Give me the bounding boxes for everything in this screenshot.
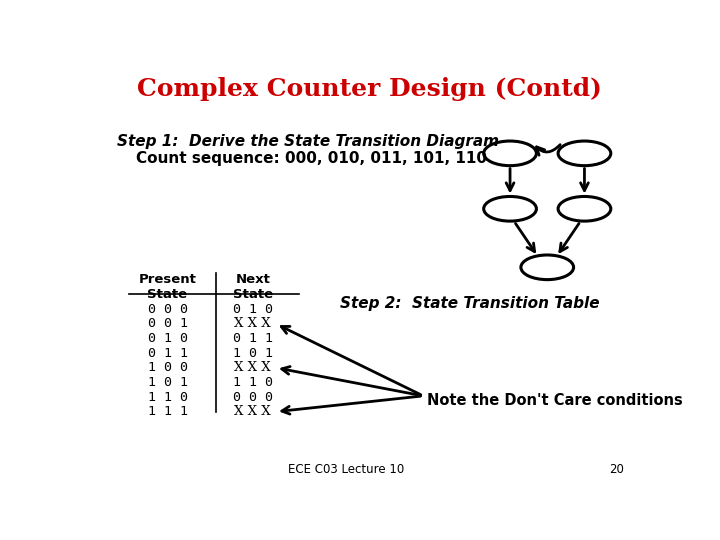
Text: Present
State: Present State [138,273,197,301]
Text: Step 2:  State Transition Table: Step 2: State Transition Table [340,296,600,311]
Text: X X X: X X X [235,405,271,418]
Text: X X X: X X X [235,361,271,374]
Text: Note the Don't Care conditions: Note the Don't Care conditions [427,393,683,408]
Text: Complex Counter Design (Contd): Complex Counter Design (Contd) [137,77,601,102]
Text: 20: 20 [610,463,624,476]
Text: Step 1:  Derive the State Transition Diagram: Step 1: Derive the State Transition Diag… [117,134,499,149]
Text: 0 0 0: 0 0 0 [148,303,187,316]
Text: 0 1 1: 0 1 1 [233,332,273,345]
Text: 0 1 1: 0 1 1 [148,347,187,360]
Text: 0 0 1: 0 0 1 [148,318,187,330]
Text: 1 1 0: 1 1 0 [233,376,273,389]
Text: ECE C03 Lecture 10: ECE C03 Lecture 10 [287,463,404,476]
Text: 0 1 0: 0 1 0 [233,303,273,316]
Text: 0 1 0: 0 1 0 [148,332,187,345]
Text: 1 0 0: 1 0 0 [148,361,187,374]
Text: 1 0 1: 1 0 1 [233,347,273,360]
Text: 1 1 0: 1 1 0 [148,390,187,403]
Text: Count sequence: 000, 010, 011, 101, 110: Count sequence: 000, 010, 011, 101, 110 [137,151,487,166]
Text: Next
State: Next State [233,273,273,301]
Text: 0 0 0: 0 0 0 [233,390,273,403]
Text: 1 1 1: 1 1 1 [148,405,187,418]
Text: 1 0 1: 1 0 1 [148,376,187,389]
Text: X X X: X X X [235,318,271,330]
